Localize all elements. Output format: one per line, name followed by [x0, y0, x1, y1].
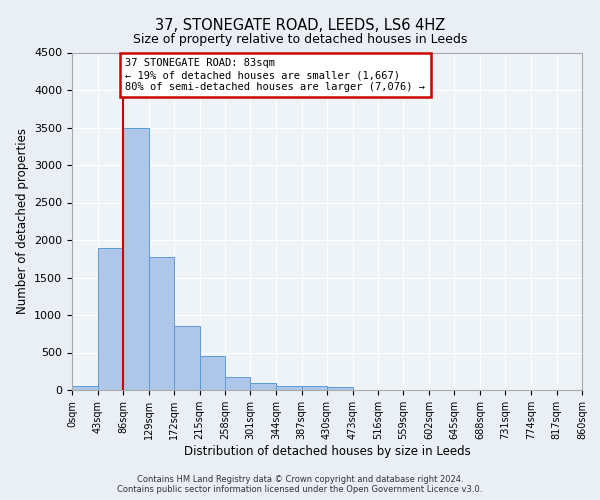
X-axis label: Distribution of detached houses by size in Leeds: Distribution of detached houses by size …: [184, 444, 470, 458]
Text: 37 STONEGATE ROAD: 83sqm
← 19% of detached houses are smaller (1,667)
80% of sem: 37 STONEGATE ROAD: 83sqm ← 19% of detach…: [125, 58, 425, 92]
Bar: [327, 387, 353, 390]
Bar: [199, 356, 225, 390]
Bar: [276, 386, 302, 390]
Bar: [225, 377, 251, 390]
Text: Size of property relative to detached houses in Leeds: Size of property relative to detached ho…: [133, 32, 467, 46]
Bar: [97, 248, 123, 390]
Text: 37, STONEGATE ROAD, LEEDS, LS6 4HZ: 37, STONEGATE ROAD, LEEDS, LS6 4HZ: [155, 18, 445, 32]
Text: Contains HM Land Registry data © Crown copyright and database right 2024.
Contai: Contains HM Land Registry data © Crown c…: [118, 474, 482, 494]
Y-axis label: Number of detached properties: Number of detached properties: [16, 128, 29, 314]
Bar: [72, 386, 97, 390]
Bar: [251, 382, 276, 390]
Bar: [174, 326, 199, 390]
Bar: [149, 256, 174, 390]
Bar: [302, 386, 327, 390]
Bar: [123, 128, 149, 390]
